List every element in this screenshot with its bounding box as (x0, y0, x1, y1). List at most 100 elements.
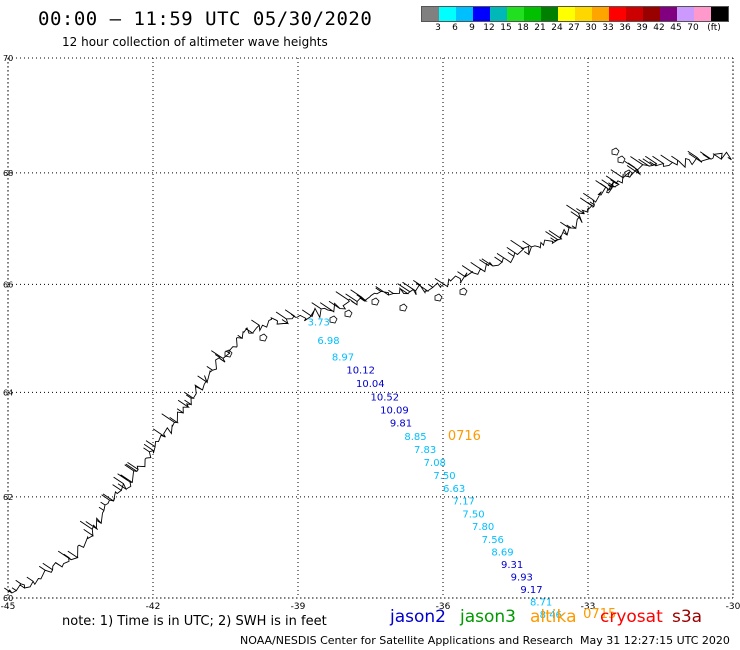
footer: NOAA/NESDIS Center for Satellite Applica… (240, 634, 730, 647)
colorbar-swatch (660, 7, 677, 21)
colorbar-label: 24 (551, 23, 563, 33)
colorbar-swatch (473, 7, 490, 21)
lat-tick-label: 62 (3, 493, 13, 502)
lat-tick-label: 64 (3, 388, 13, 397)
wave-height-label: 9.17 (520, 585, 542, 596)
colorbar-swatch (541, 7, 558, 21)
wave-height-label: 6.63 (443, 484, 465, 495)
colorbar-swatch (558, 7, 575, 21)
colorbar-label: 18 (517, 23, 529, 33)
colorbar-swatch (609, 7, 626, 21)
wave-height-label: 8.69 (491, 547, 513, 558)
axis-tick-labels: -45 -42 -39 -36 -33 -30 70 68 66 64 62 60 (1, 54, 740, 612)
island-outline (259, 333, 268, 342)
coastline-path (4, 150, 732, 594)
colorbar-label: 6 (452, 23, 458, 33)
island-outline (399, 303, 408, 312)
wave-height-label: 10.52 (371, 392, 400, 403)
greenland-coastline (4, 147, 732, 594)
lon-tick-label: -42 (146, 602, 161, 612)
legend-item-jason2: jason2 (390, 607, 446, 627)
colorbar-label: 15 (500, 23, 512, 33)
lon-tick-label: -30 (726, 602, 740, 612)
wave-height-label: 8.85 (404, 432, 426, 443)
colorbar-label: 42 (653, 23, 665, 33)
colorbar-swatch (490, 7, 507, 21)
colorbar-labels: 3 6 9 12 15 18 21 24 27 30 33 36 39 42 45 70 (ft) (421, 23, 740, 35)
colorbar-swatch (507, 7, 524, 21)
lon-tick-label: -39 (291, 602, 306, 612)
lat-tick-label: 66 (3, 280, 13, 289)
wave-height-label: 9.93 (511, 573, 533, 584)
wave-height-label: 8.71 (530, 597, 552, 608)
island-outline (434, 293, 443, 302)
pass-time-label: 0716 (448, 429, 481, 444)
wave-height-label: 7.17 (453, 497, 475, 508)
colorbar-swatch (626, 7, 643, 21)
legend-item-cryosat: cryosat (600, 607, 663, 627)
colorbar-swatch (439, 7, 456, 21)
wave-height-label: 6.98 (317, 336, 339, 347)
colorbar-label: 30 (585, 23, 597, 33)
colorbar-swatch (524, 7, 541, 21)
timestamp-text: May 31 12:27:15 UTC 2020 (580, 634, 730, 647)
colorbar-label: 70 (687, 23, 699, 33)
colorbar-label: 21 (534, 23, 546, 33)
colorbar-label: 39 (636, 23, 648, 33)
colorbar-label: 45 (670, 23, 682, 33)
wave-height-label: 10.12 (346, 366, 375, 377)
island-outline (224, 349, 233, 358)
colorbar-label: 9 (469, 23, 475, 33)
map-frame (7, 57, 734, 599)
lat-lon-grid (7, 57, 734, 599)
colorbar-label: 12 (483, 23, 495, 33)
credit-text: NOAA/NESDIS Center for Satellite Applica… (240, 634, 574, 647)
lon-tick-label: -36 (436, 602, 451, 612)
wave-height-colorbar (421, 6, 729, 22)
lat-tick-label: 68 (3, 169, 13, 178)
island-outline (624, 169, 633, 178)
wave-height-label: 8.97 (332, 352, 354, 363)
island-outline (371, 297, 380, 306)
colorbar-label: 36 (619, 23, 631, 33)
colorbar-swatch (575, 7, 592, 21)
island-outline (617, 155, 626, 164)
map-title: 00:00 – 11:59 UTC 05/30/2020 (38, 8, 373, 30)
wave-height-label: 7.83 (414, 445, 436, 456)
colorbar-label: 33 (602, 23, 614, 33)
pass-time-label: 0715 (583, 607, 616, 622)
island-outline (329, 315, 338, 324)
lat-tick-label: 70 (3, 54, 13, 63)
colorbar-label: 27 (568, 23, 580, 33)
colorbar-label: 3 (435, 23, 441, 33)
wave-height-label: 9.31 (501, 560, 523, 571)
wave-height-label: 7.50 (433, 471, 455, 482)
island-outline (344, 309, 353, 318)
wave-height-label: 7.50 (462, 509, 484, 520)
wave-height-label: 10.09 (380, 406, 409, 417)
wave-height-points: 3.73 6.98 8.97 10.12 10.04 10.52 10.09 9.81 8.85… (308, 317, 617, 622)
wave-height-label: 7.56 (482, 535, 504, 546)
wave-height-label: 9.81 (390, 419, 412, 430)
wave-height-label: 8.46 (540, 610, 562, 621)
colorbar-swatch (592, 7, 609, 21)
colorbar-label: (ft) (707, 23, 721, 33)
wave-height-label: 7.08 (424, 458, 446, 469)
colorbar-swatch (677, 7, 694, 21)
lat-tick-label: 60 (3, 594, 13, 603)
wave-height-label: 10.04 (356, 379, 385, 390)
legend-item-s3a: s3a (672, 607, 703, 627)
map-subtitle: 12 hour collection of altimeter wave hei… (62, 35, 328, 49)
colorbar-swatch (643, 7, 660, 21)
note-text: note: 1) Time is in UTC; 2) SWH is in fe… (62, 614, 327, 629)
lon-tick-label: -45 (1, 602, 16, 612)
colorbar-swatch (711, 7, 728, 21)
lon-tick-label: -33 (581, 602, 596, 612)
wave-height-label: 3.73 (308, 317, 330, 328)
island-outline (611, 147, 620, 156)
legend-item-altika: altika (530, 607, 577, 627)
island-outline (459, 287, 468, 296)
colorbar-swatch (456, 7, 473, 21)
wave-height-label: 7.80 (472, 522, 494, 533)
